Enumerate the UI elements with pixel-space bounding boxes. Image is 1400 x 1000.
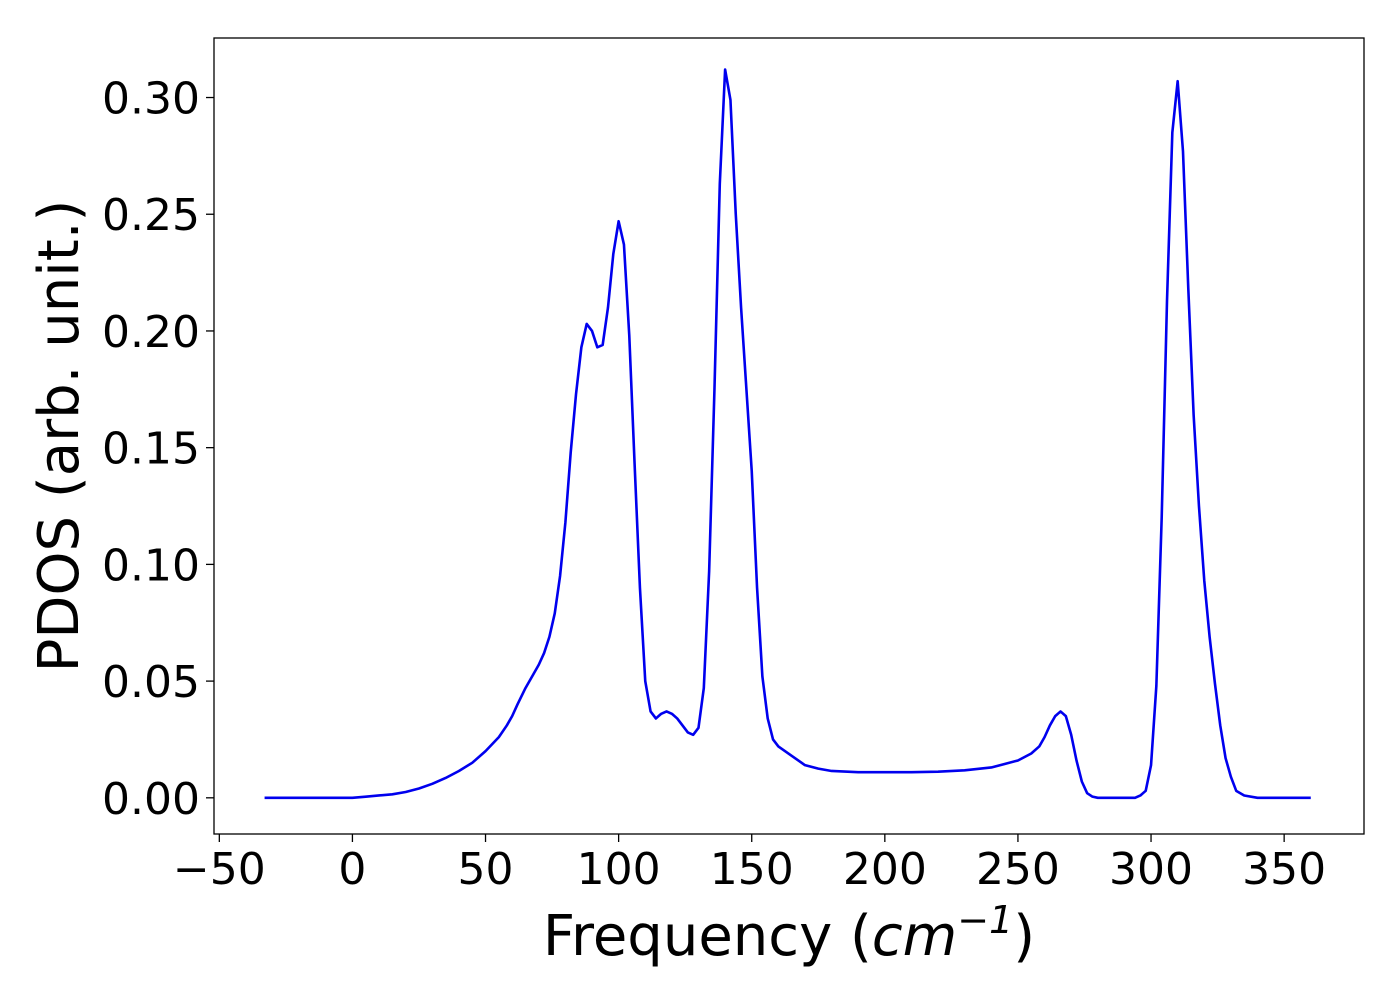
x-axis-label: Frequency (cm−1) <box>543 898 1035 969</box>
y-tick-label: 0.20 <box>102 307 200 358</box>
y-tick-label: 0.30 <box>102 74 200 125</box>
x-axis-label-prefix: Frequency ( <box>543 904 872 969</box>
x-tick-label: 250 <box>976 844 1060 895</box>
x-axis-label-unit: cm <box>872 904 957 969</box>
x-axis-label-exponent: −1 <box>957 898 1013 942</box>
x-tick-label: 350 <box>1242 844 1326 895</box>
x-tick-label: 200 <box>843 844 927 895</box>
y-tick-label: 0.05 <box>102 657 200 708</box>
y-tick-label: 0.00 <box>102 774 200 825</box>
x-tick-label: −50 <box>173 844 266 895</box>
x-tick-label: 300 <box>1109 844 1193 895</box>
y-tick-label: 0.15 <box>102 424 200 475</box>
x-tick-label: 0 <box>338 844 366 895</box>
y-axis-ticks: 0.00 0.05 0.10 0.15 0.20 0.25 0.30 <box>102 74 214 825</box>
plot-area <box>213 37 1365 835</box>
y-tick-label: 0.25 <box>102 190 200 241</box>
x-axis-ticks: −50 0 50 100 150 200 250 300 350 <box>173 834 1326 895</box>
plot-frame <box>213 37 1365 835</box>
x-tick-label: 100 <box>577 844 661 895</box>
x-tick-label: 150 <box>710 844 794 895</box>
x-axis-label-suffix: ) <box>1013 904 1035 969</box>
y-tick-label: 0.10 <box>102 540 200 591</box>
pdos-series-line <box>264 68 1311 800</box>
x-tick-label: 50 <box>458 844 514 895</box>
y-axis-label: PDOS (arb. unit.) <box>27 200 92 673</box>
